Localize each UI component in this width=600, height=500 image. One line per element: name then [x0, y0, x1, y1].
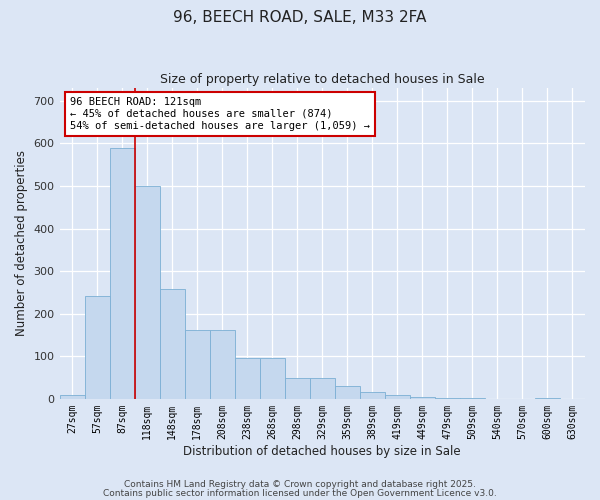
Bar [85, 296, 110, 399]
Bar [110, 148, 134, 399]
Bar [385, 396, 410, 399]
Bar [435, 398, 460, 399]
Text: 96 BEECH ROAD: 121sqm
← 45% of detached houses are smaller (874)
54% of semi-det: 96 BEECH ROAD: 121sqm ← 45% of detached … [70, 98, 370, 130]
Bar [535, 398, 560, 399]
Bar [59, 394, 85, 399]
Bar [160, 289, 185, 399]
X-axis label: Distribution of detached houses by size in Sale: Distribution of detached houses by size … [184, 444, 461, 458]
Bar [260, 358, 285, 399]
Y-axis label: Number of detached properties: Number of detached properties [15, 150, 28, 336]
Bar [285, 378, 310, 399]
Text: 96, BEECH ROAD, SALE, M33 2FA: 96, BEECH ROAD, SALE, M33 2FA [173, 10, 427, 25]
Bar [235, 358, 260, 399]
Bar [410, 397, 435, 399]
Bar [360, 392, 385, 399]
Title: Size of property relative to detached houses in Sale: Size of property relative to detached ho… [160, 72, 485, 86]
Bar [185, 330, 209, 399]
Bar [134, 186, 160, 399]
Bar [310, 378, 335, 399]
Text: Contains public sector information licensed under the Open Government Licence v3: Contains public sector information licen… [103, 489, 497, 498]
Bar [335, 386, 360, 399]
Text: Contains HM Land Registry data © Crown copyright and database right 2025.: Contains HM Land Registry data © Crown c… [124, 480, 476, 489]
Bar [209, 330, 235, 399]
